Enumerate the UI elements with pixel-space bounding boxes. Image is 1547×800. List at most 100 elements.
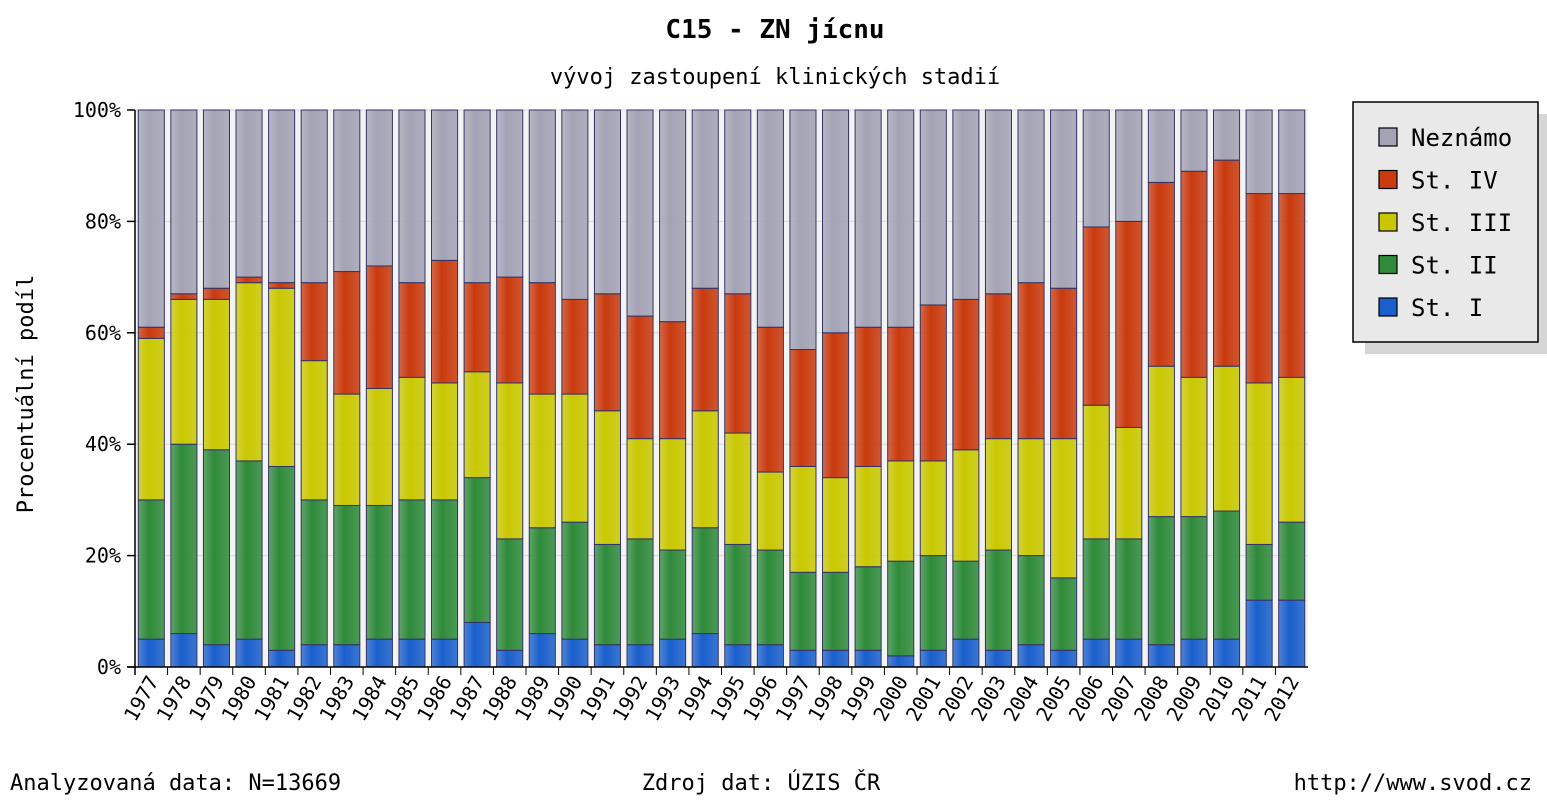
- bar-st-ii-1993: [659, 549, 687, 640]
- bar-st-ii-1981: [268, 465, 296, 651]
- bar-st-iii-1985: [398, 376, 426, 501]
- x-axis-ticks: 1977197819791980198119821983198419851986…: [119, 667, 1304, 725]
- bar-st-iv-1980: [235, 276, 263, 284]
- bar-st-ii-1998: [822, 571, 850, 651]
- bar-nezn-mo-2003: [984, 109, 1012, 295]
- bar-st-iii-1999: [854, 465, 882, 568]
- x-tick-label: 2012: [1259, 672, 1304, 726]
- bar-nezn-mo-1988: [496, 109, 524, 278]
- bar-st-i-2010: [1213, 638, 1241, 668]
- legend-swatch: [1378, 212, 1398, 232]
- bar-st-iv-2006: [1082, 226, 1110, 406]
- bar-st-i-2000: [887, 655, 915, 668]
- bar-st-iii-2002: [952, 449, 980, 562]
- bar-st-iv-1986: [431, 259, 459, 384]
- bar-nezn-mo-2008: [1147, 109, 1175, 183]
- bar-st-iv-1978: [170, 293, 198, 300]
- bar-st-ii-1982: [300, 499, 328, 646]
- bar-nezn-mo-2004: [1017, 109, 1045, 284]
- bar-st-i-1986: [431, 638, 459, 668]
- bar-nezn-mo-1980: [235, 109, 263, 278]
- bar-st-iv-1977: [137, 326, 165, 339]
- bar-st-ii-2002: [952, 560, 980, 640]
- footer-source: Zdroj dat: ÚZIS ČR: [642, 770, 881, 796]
- bar-st-iii-1997: [789, 465, 817, 573]
- bar-st-iv-1989: [528, 282, 556, 395]
- y-tick-label: 60%: [85, 321, 121, 345]
- bar-st-iii-1994: [691, 410, 719, 529]
- bar-nezn-mo-2010: [1213, 109, 1241, 161]
- bar-st-ii-2003: [984, 549, 1012, 651]
- y-axis-label: Procentuální podíl: [14, 275, 39, 513]
- bar-nezn-mo-2002: [952, 109, 980, 300]
- bar-st-iii-2001: [919, 460, 947, 557]
- bar-nezn-mo-1993: [659, 109, 687, 323]
- bar-st-i-2007: [1115, 638, 1143, 668]
- bar-nezn-mo-1986: [431, 109, 459, 261]
- bar-st-iv-2008: [1147, 181, 1175, 367]
- bar-st-iv-2011: [1245, 193, 1273, 384]
- bar-st-iii-1983: [333, 393, 361, 506]
- y-tick-label: 100%: [73, 98, 121, 122]
- bar-nezn-mo-1981: [268, 109, 296, 284]
- bar-st-i-2001: [919, 649, 947, 668]
- bar-st-iii-2005: [1050, 438, 1078, 579]
- bar-st-iv-2001: [919, 304, 947, 462]
- bar-st-iii-1990: [561, 393, 589, 523]
- bar-nezn-mo-1982: [300, 109, 328, 284]
- bar-st-i-1987: [463, 621, 491, 668]
- bar-st-ii-2001: [919, 555, 947, 651]
- bar-st-i-1999: [854, 649, 882, 668]
- bar-nezn-mo-2011: [1245, 109, 1273, 195]
- bar-st-i-2008: [1147, 644, 1175, 668]
- bar-st-i-1989: [528, 633, 556, 668]
- bar-st-iv-1988: [496, 276, 524, 384]
- bar-st-iv-2004: [1017, 282, 1045, 440]
- legend-swatch: [1378, 297, 1398, 317]
- bar-st-i-1981: [268, 649, 296, 668]
- bar-st-iv-1997: [789, 349, 817, 467]
- bar-st-ii-2008: [1147, 516, 1175, 646]
- bar-st-i-2002: [952, 638, 980, 668]
- bar-st-ii-2011: [1245, 543, 1273, 601]
- legend-label: St. IV: [1411, 167, 1498, 195]
- bar-st-i-2004: [1017, 644, 1045, 668]
- bar-nezn-mo-1987: [463, 109, 491, 284]
- bar-st-iv-2002: [952, 298, 980, 451]
- plot-background: [135, 110, 1308, 667]
- y-tick-label: 80%: [85, 209, 121, 233]
- bar-st-ii-1988: [496, 538, 524, 651]
- bar-st-ii-1992: [626, 538, 654, 646]
- bar-nezn-mo-2006: [1082, 109, 1110, 228]
- chart-subtitle: vývoj zastoupení klinických stadií: [550, 65, 1000, 90]
- bar-st-iii-2008: [1147, 365, 1175, 518]
- bar-st-i-1985: [398, 638, 426, 668]
- bar-st-i-2006: [1082, 638, 1110, 668]
- bar-st-i-2009: [1180, 638, 1208, 668]
- bar-st-ii-2012: [1278, 521, 1306, 601]
- bar-st-i-1992: [626, 644, 654, 668]
- legend-label: St. II: [1411, 252, 1498, 280]
- bar-st-ii-1995: [724, 543, 752, 646]
- bar-st-iii-1987: [463, 371, 491, 479]
- bar-st-ii-1983: [333, 504, 361, 646]
- bar-st-iv-1996: [756, 326, 784, 473]
- bar-st-iii-2003: [984, 438, 1012, 551]
- bar-st-ii-1979: [202, 449, 230, 646]
- bar-st-i-2005: [1050, 649, 1078, 668]
- bar-nezn-mo-2009: [1180, 109, 1208, 172]
- bar-nezn-mo-1985: [398, 109, 426, 284]
- bar-st-ii-1994: [691, 527, 719, 635]
- bar-st-iv-2003: [984, 293, 1012, 440]
- bar-st-iv-2005: [1050, 287, 1078, 440]
- bar-st-iv-1994: [691, 287, 719, 412]
- bar-st-i-1988: [496, 649, 524, 668]
- bar-st-ii-1977: [137, 499, 165, 640]
- bar-st-iv-1993: [659, 321, 687, 440]
- bar-nezn-mo-1990: [561, 109, 589, 300]
- bar-st-i-1990: [561, 638, 589, 668]
- footer-url: http://www.svod.cz: [1294, 771, 1532, 796]
- bar-st-ii-1980: [235, 460, 263, 640]
- y-tick-label: 20%: [85, 544, 121, 568]
- bar-st-iv-2007: [1115, 220, 1143, 428]
